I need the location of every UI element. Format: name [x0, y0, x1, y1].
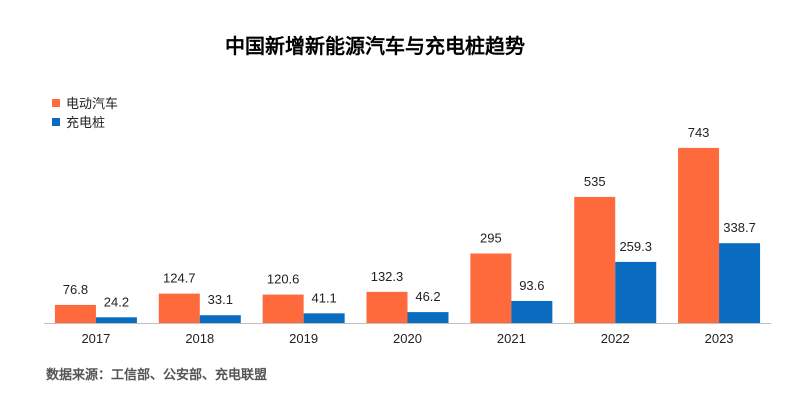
bar-ev-2022 — [574, 196, 616, 323]
bar-ev-2019 — [262, 294, 304, 323]
x-tick-label-2018: 2018 — [185, 331, 214, 346]
x-tick-label-2017: 2017 — [81, 331, 110, 346]
bar-charger-2023 — [719, 243, 761, 323]
bar-charger-2020 — [407, 312, 449, 323]
legend-item-ev: 电动汽车 — [52, 93, 118, 112]
x-tick-label-2021: 2021 — [497, 331, 526, 346]
legend-swatch-ev — [52, 98, 60, 107]
x-tick-label-2022: 2022 — [601, 331, 630, 346]
bar-ev-2021 — [470, 253, 512, 323]
bar-ev-2017 — [54, 304, 96, 323]
source-note: 数据来源：工信部、公安部、充电联盟 — [46, 368, 268, 383]
bar-charger-2021 — [511, 300, 553, 323]
bar-charger-2019 — [303, 313, 345, 323]
data-label-charger-2019: 41.1 — [311, 290, 336, 305]
data-label-charger-2018: 33.1 — [208, 292, 233, 307]
data-label-ev-2017: 76.8 — [63, 282, 88, 297]
legend-swatch-charger — [52, 117, 60, 126]
bar-ev-2023 — [678, 147, 720, 323]
data-label-ev-2021: 295 — [480, 230, 502, 245]
legend: 电动汽车 充电桩 — [52, 93, 118, 131]
x-tick-label-2020: 2020 — [393, 331, 422, 346]
bar-charger-2017 — [95, 317, 137, 323]
legend-label-charger: 充电桩 — [66, 116, 106, 131]
data-label-charger-2017: 24.2 — [104, 294, 129, 309]
data-label-charger-2022: 259.3 — [619, 239, 652, 254]
data-label-charger-2021: 93.6 — [519, 278, 544, 293]
bar-ev-2020 — [366, 291, 408, 323]
x-tick-label-2019: 2019 — [289, 331, 318, 346]
data-label-ev-2022: 535 — [584, 174, 606, 189]
legend-item-charger: 充电桩 — [52, 112, 118, 131]
legend-label-ev: 电动汽车 — [66, 97, 119, 112]
data-label-charger-2023: 338.7 — [723, 220, 756, 235]
chart-title: 中国新增新能源汽车与充电桩趋势 — [225, 34, 525, 58]
data-label-ev-2023: 743 — [688, 125, 710, 140]
bar-charger-2022 — [615, 261, 657, 323]
data-label-ev-2020: 132.3 — [371, 269, 404, 284]
bar-charger-2018 — [199, 315, 241, 323]
data-label-charger-2020: 46.2 — [415, 289, 440, 304]
data-label-ev-2019: 120.6 — [267, 272, 300, 287]
data-label-ev-2018: 124.7 — [163, 271, 196, 286]
x-tick-label-2023: 2023 — [705, 331, 734, 346]
bar-ev-2018 — [158, 293, 200, 323]
